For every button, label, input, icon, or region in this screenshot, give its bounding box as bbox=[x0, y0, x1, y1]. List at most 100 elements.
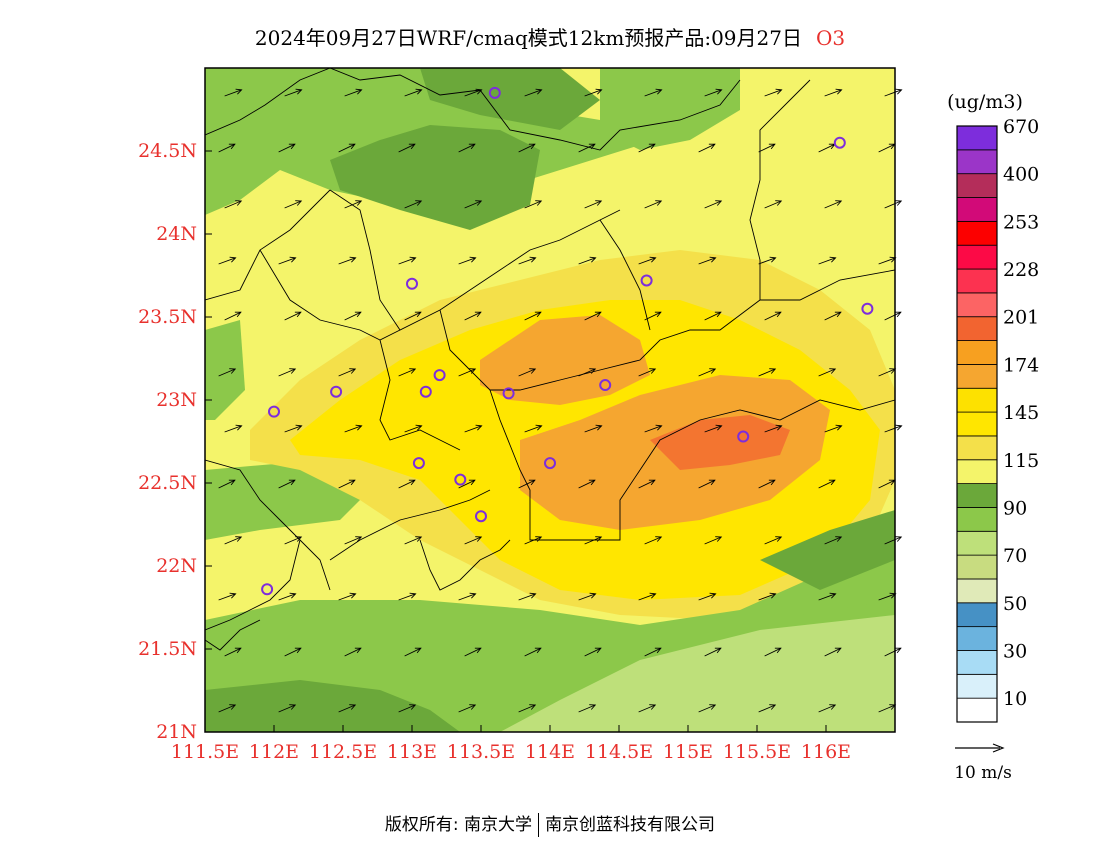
legend-label: 174 bbox=[1003, 354, 1039, 376]
wind-arrow bbox=[224, 200, 243, 209]
station-marker bbox=[833, 136, 846, 149]
station-marker bbox=[599, 379, 612, 392]
legend-swatch bbox=[956, 363, 998, 389]
wind-arrow bbox=[218, 479, 236, 489]
wind-arrow bbox=[644, 88, 663, 97]
legend-swatch bbox=[956, 292, 998, 318]
wind-arrow bbox=[704, 200, 723, 209]
axes: 111.5E 112E 112.5E 113E 113.5E 114E 114.5E 115E… bbox=[138, 140, 851, 763]
wind-arrow bbox=[884, 88, 903, 97]
field-174-north bbox=[480, 315, 650, 405]
wind-arrow bbox=[584, 536, 603, 545]
wind-arrow bbox=[578, 479, 596, 489]
field-low-north-top bbox=[420, 68, 600, 130]
legend-label: 670 bbox=[1003, 116, 1039, 138]
wind-arrow bbox=[404, 311, 422, 321]
legend-swatch bbox=[956, 673, 998, 699]
field-90-northeast bbox=[600, 68, 740, 150]
wind-arrow bbox=[404, 536, 423, 545]
wind-arrow bbox=[878, 368, 897, 377]
wind-scale-label: 10 m/s bbox=[954, 763, 1012, 783]
legend-swatch bbox=[956, 554, 998, 580]
wind-arrow bbox=[698, 704, 717, 713]
wind-arrow bbox=[344, 536, 363, 545]
lon-tick-label: 112.5E bbox=[309, 741, 377, 763]
station-marker bbox=[488, 86, 501, 99]
wind-arrow bbox=[338, 479, 356, 489]
wind-arrow bbox=[224, 311, 242, 321]
wind-arrow bbox=[464, 424, 483, 433]
wind-arrow bbox=[818, 592, 837, 601]
legend-label: 115 bbox=[1003, 450, 1039, 472]
monitoring-stations bbox=[261, 86, 874, 596]
lat-tick-label: 22.5N bbox=[138, 472, 197, 494]
wind-arrow bbox=[338, 704, 357, 713]
wind-arrow bbox=[464, 536, 483, 545]
wind-arrow bbox=[458, 256, 477, 265]
legend-swatch bbox=[956, 340, 998, 365]
legend-swatch bbox=[956, 507, 998, 532]
wind-arrow bbox=[818, 256, 837, 265]
lat-tick-label: 21N bbox=[156, 721, 197, 743]
color-legend: (ug/m3) 10 30 50 70 90 115 145 174 201 228 253 400 6… bbox=[947, 91, 1039, 723]
wind-arrow bbox=[878, 143, 896, 153]
wind-arrow bbox=[224, 424, 243, 433]
legend-label: 400 bbox=[1003, 164, 1039, 186]
lon-tick-label: 111.5E bbox=[171, 741, 239, 763]
wind-arrow bbox=[518, 704, 537, 713]
wind-arrow bbox=[278, 143, 296, 153]
legend-swatch bbox=[956, 459, 998, 485]
wind-arrow bbox=[758, 592, 777, 601]
wind-arrow bbox=[344, 647, 362, 657]
wind-arrow bbox=[644, 200, 663, 209]
wind-arrow bbox=[578, 592, 597, 601]
wind-vectors bbox=[218, 88, 903, 713]
wind-arrow bbox=[524, 536, 543, 545]
wind-arrow bbox=[584, 200, 603, 209]
legend-swatch bbox=[956, 435, 998, 461]
wind-arrow bbox=[458, 704, 477, 713]
legend-swatch bbox=[956, 626, 998, 651]
wind-scale: 10 m/s bbox=[954, 743, 1012, 783]
legend-swatch bbox=[956, 530, 998, 556]
wind-arrow bbox=[284, 88, 303, 97]
wind-arrow bbox=[464, 88, 483, 97]
boundary-lines bbox=[205, 68, 895, 651]
copyright-footer: 版权所有: 南京大学 南京创蓝科技有限公司 bbox=[0, 810, 1100, 837]
lat-tick-label: 23N bbox=[156, 389, 197, 411]
wind-arrow bbox=[278, 256, 297, 265]
station-marker bbox=[640, 274, 653, 287]
wind-arrow bbox=[224, 536, 243, 545]
wind-arrow bbox=[284, 647, 302, 657]
lat-tick-label: 21.5N bbox=[138, 638, 197, 660]
wind-arrow bbox=[524, 200, 543, 209]
wind-arrow bbox=[398, 704, 417, 713]
station-marker bbox=[502, 387, 515, 400]
wind-arrow bbox=[698, 256, 717, 265]
wind-arrow bbox=[518, 368, 537, 377]
wind-arrow bbox=[344, 424, 363, 433]
wind-arrow bbox=[338, 143, 356, 153]
wind-arrow bbox=[824, 311, 842, 321]
wind-arrow bbox=[764, 424, 783, 433]
wind-arrow bbox=[758, 704, 777, 713]
wind-arrow bbox=[578, 368, 597, 377]
wind-arrow bbox=[578, 256, 597, 265]
legend-swatch bbox=[956, 578, 998, 604]
wind-arrow bbox=[878, 704, 897, 713]
wind-arrow bbox=[704, 536, 723, 545]
wind-arrow bbox=[638, 368, 657, 377]
wind-arrow bbox=[458, 592, 477, 601]
wind-arrow bbox=[698, 143, 716, 153]
wind-arrow bbox=[698, 592, 717, 601]
wind-arrow bbox=[704, 424, 723, 433]
wind-arrow bbox=[398, 479, 416, 489]
field-201 bbox=[650, 415, 790, 470]
wind-arrow bbox=[584, 88, 603, 97]
wind-arrow bbox=[764, 311, 782, 321]
station-marker bbox=[861, 302, 874, 315]
title-text: 2024年09月27日WRF/cmaq模式12km预报产品:09月27日 bbox=[254, 26, 802, 50]
wind-arrow bbox=[404, 88, 423, 97]
wind-arrow bbox=[224, 647, 242, 657]
